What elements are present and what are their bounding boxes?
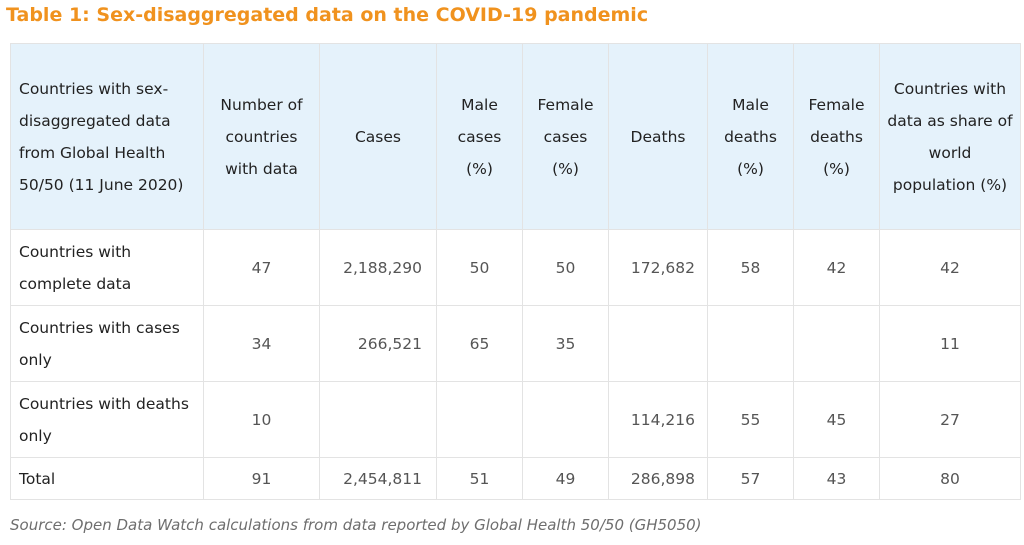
cell-population-share: 42 (879, 229, 1021, 306)
header-population-share: Countries with data as share of world po… (879, 43, 1021, 230)
cell-male-cases (436, 381, 523, 458)
row-label: Countries with complete data (10, 229, 204, 306)
cell-cases: 2,454,811 (319, 457, 437, 500)
cell-female-cases (522, 381, 609, 458)
header-number-of-countries: Number of countries with data (203, 43, 320, 230)
header-male-cases: Male cases (%) (436, 43, 523, 230)
cell-deaths: 172,682 (608, 229, 708, 306)
cell-female-cases: 35 (522, 305, 609, 382)
table-title: Table 1: Sex-disaggregated data on the C… (6, 4, 649, 26)
table-row: Countries with complete data 47 2,188,29… (10, 229, 1021, 306)
cell-female-deaths: 43 (793, 457, 880, 500)
cell-female-deaths: 42 (793, 229, 880, 306)
header-male-deaths: Male deaths (%) (707, 43, 794, 230)
table-row: Countries with deaths only 10 114,216 55… (10, 381, 1021, 458)
cell-deaths: 114,216 (608, 381, 708, 458)
cell-population-share: 11 (879, 305, 1021, 382)
cell-female-cases: 49 (522, 457, 609, 500)
table-row-total: Total 91 2,454,811 51 49 286,898 57 43 8… (10, 457, 1021, 500)
cell-population-share: 27 (879, 381, 1021, 458)
cell-cases (319, 381, 437, 458)
cell-deaths (608, 305, 708, 382)
row-label: Total (10, 457, 204, 500)
cell-male-deaths: 58 (707, 229, 794, 306)
cell-male-cases: 51 (436, 457, 523, 500)
cell-deaths: 286,898 (608, 457, 708, 500)
cell-cases: 2,188,290 (319, 229, 437, 306)
cell-female-deaths: 45 (793, 381, 880, 458)
header-row: Countries with sex-disaggregated data fr… (10, 43, 1021, 230)
row-label: Countries with cases only (10, 305, 204, 382)
cell-male-deaths: 57 (707, 457, 794, 500)
header-female-cases: Female cases (%) (522, 43, 609, 230)
cell-number-of-countries: 34 (203, 305, 320, 382)
header-countries: Countries with sex-disaggregated data fr… (10, 43, 204, 230)
covid-sex-disaggregated-table: Countries with sex-disaggregated data fr… (10, 43, 1021, 500)
cell-cases: 266,521 (319, 305, 437, 382)
source-note: Source: Open Data Watch calculations fro… (10, 516, 702, 534)
cell-number-of-countries: 91 (203, 457, 320, 500)
cell-number-of-countries: 10 (203, 381, 320, 458)
cell-female-deaths (793, 305, 880, 382)
cell-number-of-countries: 47 (203, 229, 320, 306)
header-female-deaths: Female deaths (%) (793, 43, 880, 230)
table-row: Countries with cases only 34 266,521 65 … (10, 305, 1021, 382)
cell-population-share: 80 (879, 457, 1021, 500)
header-cases: Cases (319, 43, 437, 230)
header-deaths: Deaths (608, 43, 708, 230)
cell-male-deaths (707, 305, 794, 382)
cell-male-cases: 65 (436, 305, 523, 382)
cell-female-cases: 50 (522, 229, 609, 306)
cell-male-deaths: 55 (707, 381, 794, 458)
row-label: Countries with deaths only (10, 381, 204, 458)
cell-male-cases: 50 (436, 229, 523, 306)
